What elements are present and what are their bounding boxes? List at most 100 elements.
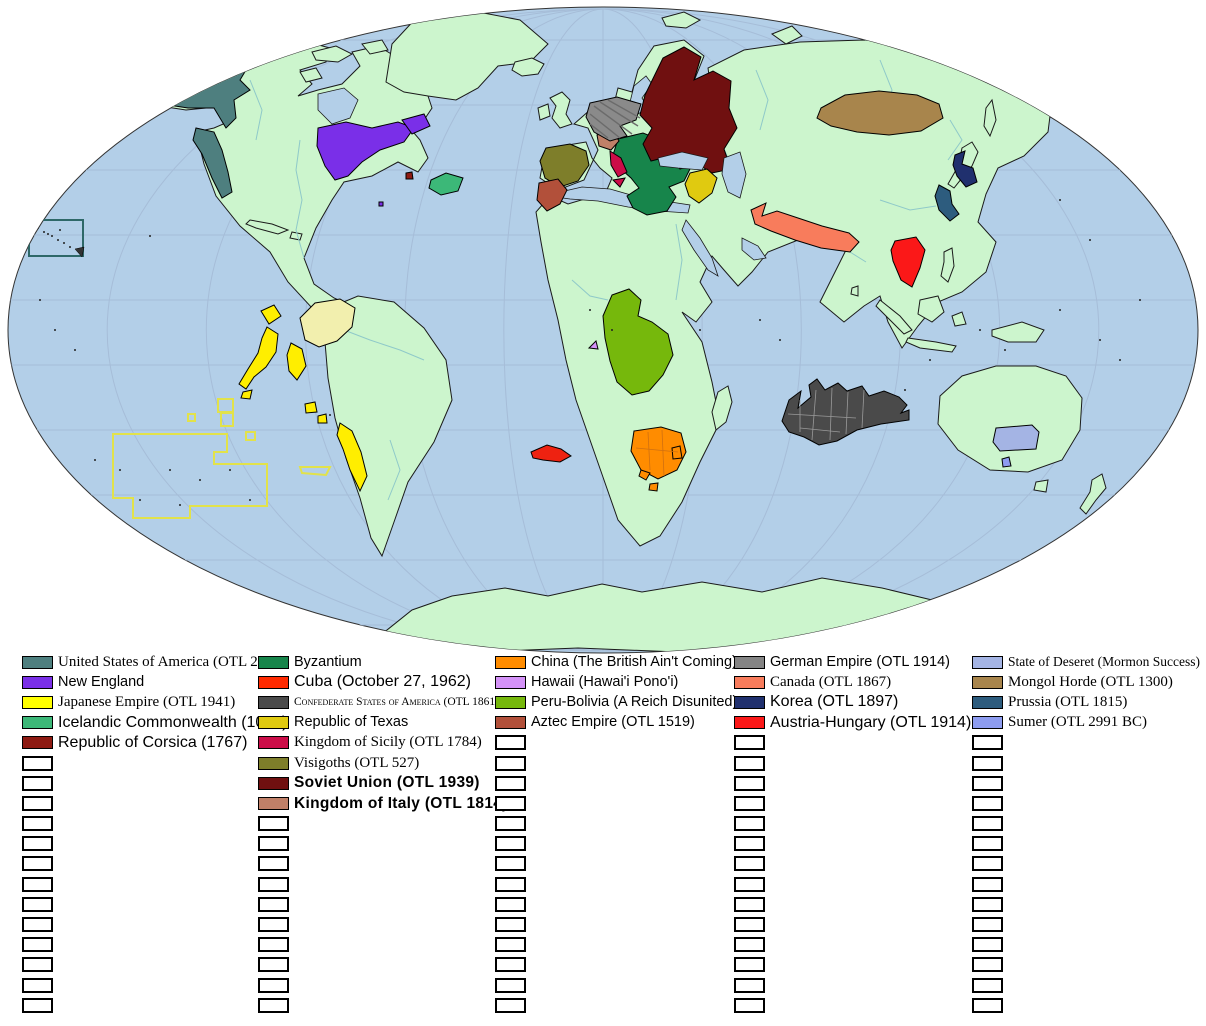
island-dot (249, 499, 251, 501)
legend-empty-row (972, 753, 1200, 773)
land-novaya-zemlya (770, 25, 803, 45)
legend-empty-swatch (258, 896, 289, 912)
island-dot (611, 329, 613, 331)
region-japanese-empire (304, 401, 318, 414)
legend-column-2: Byzantium Cuba (October 27, 1962) Confeder… (258, 652, 508, 1015)
legend-empty-swatch (258, 937, 289, 953)
legend-label: Korea (OTL 1897) (770, 693, 899, 711)
legend-swatch (972, 695, 1003, 709)
island-dot (199, 479, 201, 481)
region-pale-yellow-region (299, 298, 356, 348)
legend-empty-row (734, 955, 971, 975)
region-republic-of-texas (684, 168, 718, 204)
island-dot (54, 329, 56, 331)
island-dot (699, 329, 701, 331)
legend-empty-swatch (972, 755, 1003, 771)
island-dot (94, 459, 96, 461)
region-korea-1897 (952, 150, 978, 188)
legend-empty-swatch (495, 917, 526, 933)
legend-entry: Cuba (October 27, 1962) (258, 672, 508, 692)
land-borneo (917, 295, 945, 323)
legend-entry: Republic of Corsica (1767) (22, 733, 287, 753)
legend-empty-swatch (495, 856, 526, 872)
legend-empty-row (495, 914, 737, 934)
legend-entry: United States of America (OTL 2016) (22, 652, 287, 672)
legend-swatch (258, 716, 289, 730)
region-confederate-states (781, 378, 910, 446)
region-japanese-empire (238, 326, 279, 390)
outline-japanese-pacific-mandate (298, 466, 332, 477)
german-empire-hatch (589, 113, 621, 139)
region-japanese-empire (240, 389, 253, 400)
legend-empty-row (22, 793, 287, 813)
land-sulawesi (951, 311, 967, 327)
legend-entry: Confederate States of America (OTL 1861) (258, 692, 508, 712)
legend-empty-swatch (22, 856, 53, 872)
region-japanese-empire (286, 342, 307, 381)
region-new-england (378, 201, 384, 207)
island-dot (169, 469, 171, 471)
legend-empty-swatch (734, 755, 765, 771)
legend-empty-row (972, 995, 1200, 1015)
legend-empty-row (734, 834, 971, 854)
legend-empty-swatch (495, 836, 526, 852)
legend-empty-row (22, 773, 287, 793)
china-internal-border (661, 429, 665, 477)
china-internal-border (647, 431, 651, 471)
region-japanese-empire (317, 413, 328, 424)
legend-column-3: China (The British Ain't Coming) Hawaii (… (495, 652, 737, 1015)
region-china-tbac (638, 469, 651, 481)
legend-label: Soviet Union (OTL 1939) (294, 774, 480, 792)
legend-empty-row (22, 975, 287, 995)
legend-label: China (The British Ain't Coming) (531, 653, 737, 670)
legend-empty-row (22, 834, 287, 854)
land-tasmania (1033, 479, 1049, 493)
region-canada (750, 202, 860, 253)
legend-empty-row (972, 955, 1200, 975)
land-madagascar (711, 385, 733, 431)
region-new-england (316, 121, 415, 181)
legend-empty-row (734, 773, 971, 793)
region-austria-hungary (890, 236, 926, 288)
region-republic-of-corsica (405, 171, 414, 180)
legend-empty-row (734, 894, 971, 914)
legend-swatch (734, 675, 765, 689)
region-japanese-empire (260, 304, 282, 325)
island-dot (63, 242, 65, 244)
legend-empty-swatch (734, 775, 765, 791)
region-peru-bolivia (602, 288, 674, 396)
csa-internal-border (799, 427, 841, 433)
region-united-states (192, 127, 233, 199)
legend-column-5: State of Deseret (Mormon Success) Mongol … (972, 652, 1200, 1015)
legend-swatch (22, 736, 53, 750)
island-dot (1099, 339, 1101, 341)
legend-empty-row (972, 975, 1200, 995)
island-dot (329, 414, 331, 416)
legend-empty-row (495, 814, 737, 834)
legend-label: Cuba (October 27, 1962) (294, 673, 471, 691)
legend-empty-row (972, 854, 1200, 874)
csa-internal-border (811, 389, 817, 441)
legend-swatch (495, 716, 526, 730)
legend-empty-row (734, 733, 971, 753)
island-dot (979, 329, 981, 331)
legend-entry: German Empire (OTL 1914) (734, 652, 971, 672)
legend-entry: Visigoths (OTL 527) (258, 753, 508, 773)
legend-label: Republic of Texas (294, 714, 409, 731)
legend-empty-swatch (734, 977, 765, 993)
island-dot (47, 233, 49, 235)
legend-empty-row (258, 995, 508, 1015)
land-sumatra (875, 299, 913, 335)
river-line (675, 223, 683, 301)
legend-label: Japanese Empire (OTL 1941) (58, 693, 236, 710)
legend-empty-swatch (734, 917, 765, 933)
island-dot (179, 504, 181, 506)
legend-empty-swatch (972, 856, 1003, 872)
river-line (249, 79, 263, 141)
legend-empty-swatch (734, 876, 765, 892)
legend-label: Peru-Bolivia (A Reich Disunited) (531, 694, 738, 711)
legend-empty-row (258, 854, 508, 874)
island-dot (149, 235, 151, 237)
legend-empty-row (972, 894, 1200, 914)
legend-column-1: United States of America (OTL 2016) New E… (22, 652, 287, 1015)
